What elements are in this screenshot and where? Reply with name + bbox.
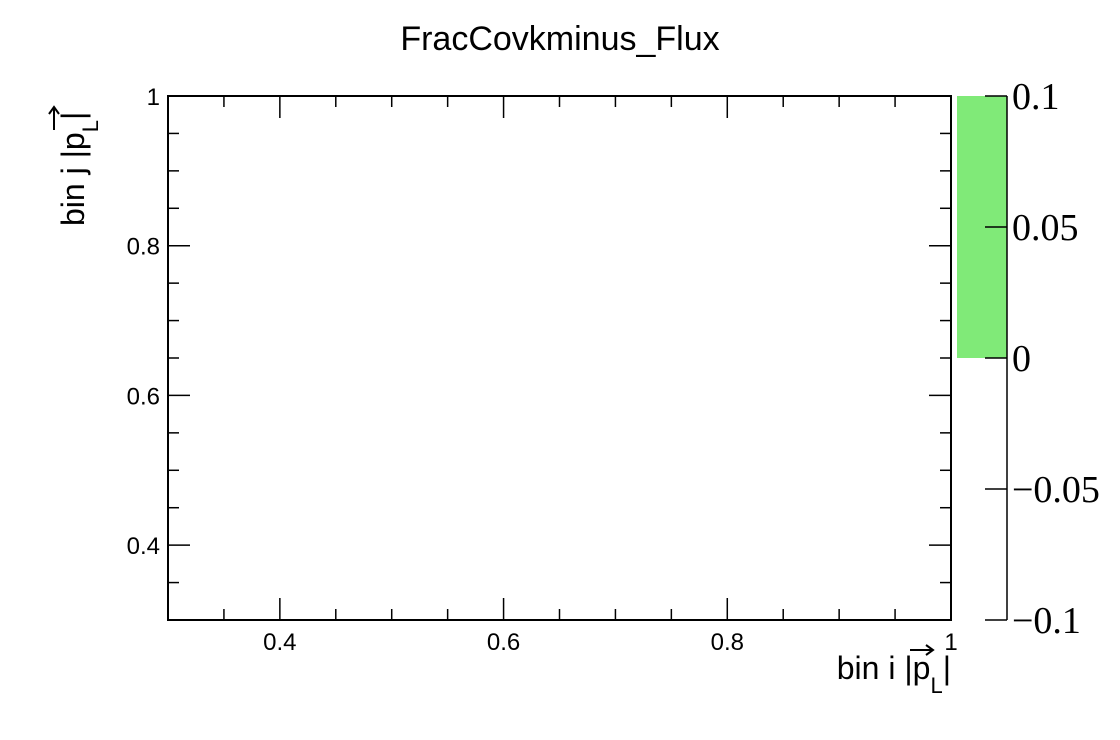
y-axis-label-group: bin j |pL| <box>48 105 103 226</box>
plot-frame <box>167 95 952 621</box>
chart-title: FracCovkminus_Flux <box>400 20 719 58</box>
x-tick-label: 0.6 <box>487 629 520 656</box>
colorbar: 0.1 0.05 0 −0.05 −0.1 <box>957 76 1100 642</box>
y-axis-label: bin j |pL| <box>55 112 103 226</box>
y-axis-label-suffix: | <box>55 112 91 120</box>
y-tick-label: 0.8 <box>127 234 160 261</box>
y-tick-label: 0.6 <box>127 383 160 410</box>
x-tick-label: 0.8 <box>711 629 744 656</box>
x-axis-label: bin i |pL| <box>837 650 951 698</box>
y-tick-label: 1 <box>147 84 160 111</box>
x-axis-vector-arrow-icon <box>910 644 935 656</box>
x-tick-label: 1 <box>944 629 957 656</box>
colorbar-tick-label: −0.05 <box>1012 469 1100 511</box>
y-axis-tick-labels: 0.4 0.6 0.8 1 <box>127 84 160 560</box>
y-axis-ticks <box>168 95 951 621</box>
y-axis-label-symbol: p <box>55 132 91 150</box>
colorbar-tick-label: 0.05 <box>1012 207 1079 249</box>
colorbar-tick-labels: 0.1 0.05 0 −0.05 −0.1 <box>1012 76 1100 642</box>
x-axis-label-suffix: | <box>943 650 951 686</box>
colorbar-tick-label: −0.1 <box>1012 600 1081 642</box>
y-tick-label: 0.4 <box>127 533 160 560</box>
x-tick-label: 0.4 <box>263 629 296 656</box>
y-axis-vector-arrow-icon <box>48 105 60 130</box>
plot-area <box>167 95 952 621</box>
colorbar-tick-label: 0 <box>1012 338 1031 380</box>
x-axis-label-symbol: p <box>913 650 931 686</box>
x-axis-ticks <box>167 96 952 620</box>
x-axis-label-subscript: L <box>930 673 942 698</box>
colorbar-tick-label: 0.1 <box>1012 76 1060 118</box>
y-axis-label-subscript: L <box>78 120 103 132</box>
x-axis-label-prefix: bin i | <box>837 650 913 686</box>
y-axis-label-prefix: bin j | <box>55 150 91 226</box>
x-axis-tick-labels: 0.4 0.6 0.8 1 <box>263 629 958 656</box>
colorbar-ticks <box>985 95 1007 621</box>
